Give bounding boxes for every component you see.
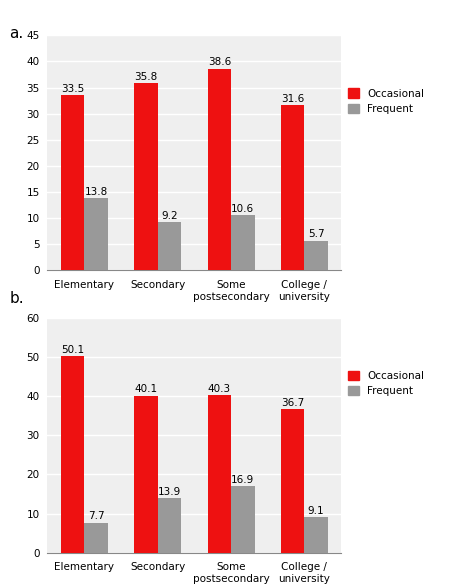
Bar: [281, 105, 304, 270]
Text: a.: a.: [9, 26, 24, 42]
Legend: Occasional, Frequent: Occasional, Frequent: [348, 88, 424, 114]
Text: 40.3: 40.3: [208, 383, 231, 393]
Text: 13.8: 13.8: [84, 187, 108, 197]
Bar: [61, 95, 84, 270]
Bar: [208, 395, 231, 553]
Legend: Occasional, Frequent: Occasional, Frequent: [348, 370, 424, 396]
Text: 16.9: 16.9: [231, 475, 255, 485]
Text: 33.5: 33.5: [61, 84, 84, 94]
Bar: [304, 240, 328, 270]
Bar: [134, 83, 158, 270]
Text: 13.9: 13.9: [158, 487, 181, 497]
Bar: [158, 498, 181, 553]
Text: 36.7: 36.7: [281, 397, 304, 407]
Text: 9.1: 9.1: [308, 506, 325, 516]
Bar: [281, 409, 304, 553]
Bar: [304, 517, 328, 553]
Bar: [231, 215, 255, 270]
Bar: [231, 486, 255, 553]
Text: 10.6: 10.6: [231, 203, 255, 213]
Bar: [208, 69, 231, 270]
Bar: [84, 523, 108, 553]
Bar: [158, 222, 181, 270]
Bar: [84, 198, 108, 270]
Text: 9.2: 9.2: [161, 211, 178, 221]
Bar: [134, 396, 158, 553]
Bar: [61, 356, 84, 553]
Text: 7.7: 7.7: [88, 512, 104, 522]
Text: b.: b.: [9, 291, 24, 306]
Text: 40.1: 40.1: [134, 385, 157, 395]
Text: 38.6: 38.6: [208, 57, 231, 67]
Text: 35.8: 35.8: [134, 72, 157, 82]
Text: 50.1: 50.1: [61, 345, 84, 355]
Text: 31.6: 31.6: [281, 93, 304, 103]
Text: 5.7: 5.7: [308, 229, 325, 239]
